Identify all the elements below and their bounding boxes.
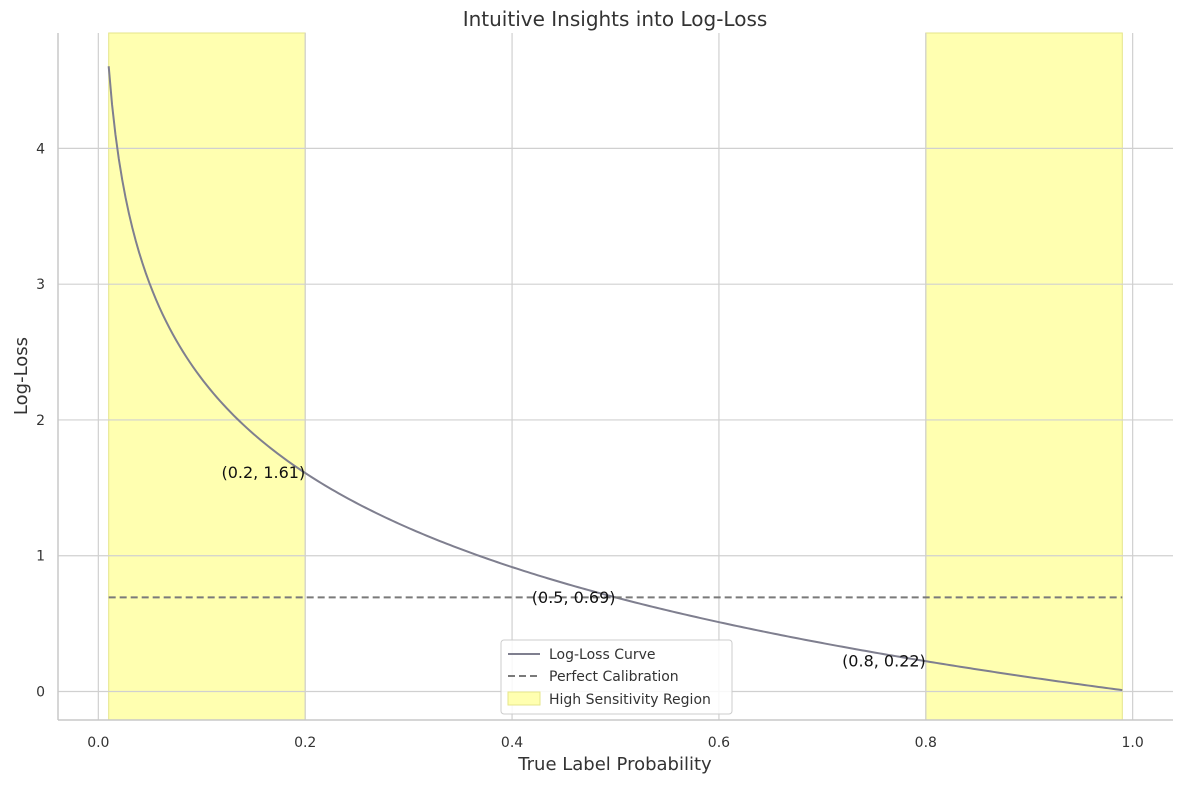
legend-label-region: High Sensitivity Region xyxy=(549,692,711,708)
chart-title: Intuitive Insights into Log-Loss xyxy=(463,7,768,31)
legend-box xyxy=(500,639,733,715)
legend: Log-Loss Curve Perfect Calibration High … xyxy=(500,639,733,715)
x-tick-label-5: 1.0 xyxy=(1122,735,1144,751)
x-tick-label-2: 0.4 xyxy=(501,735,523,751)
legend-item-curve: Log-Loss Curve xyxy=(508,647,656,663)
legend-item-calibration: Perfect Calibration xyxy=(508,669,679,685)
ticks-layer: 0.0 0.2 0.4 0.6 0.8 1.0 0 1 2 3 4 xyxy=(36,141,1144,751)
y-tick-label-2: 2 xyxy=(36,413,45,429)
sensitivity-region-0 xyxy=(108,32,306,721)
y-tick-label-0: 0 xyxy=(36,684,45,700)
x-tick-label-3: 0.6 xyxy=(708,735,730,751)
annotation-label-0: (0.2, 1.61) xyxy=(221,463,305,482)
grid-layer xyxy=(58,33,1173,720)
annotation-label-1: (0.5, 0.69) xyxy=(532,588,616,607)
series-layer xyxy=(107,66,1123,692)
x-tick-label-1: 0.2 xyxy=(294,735,316,751)
axes-layer xyxy=(57,33,1173,721)
y-tick-label-1: 1 xyxy=(36,549,45,565)
annotation-label-2: (0.8, 0.22) xyxy=(842,652,926,671)
y-tick-label-4: 4 xyxy=(36,141,45,157)
x-axis-title: True Label Probability xyxy=(517,754,712,775)
legend-label-curve: Log-Loss Curve xyxy=(549,647,656,663)
legend-item-region: High Sensitivity Region xyxy=(507,691,711,708)
annotations-layer: (0.2, 1.61) (0.5, 0.69) (0.8, 0.22) xyxy=(221,463,925,671)
regions-layer xyxy=(108,32,1123,721)
x-tick-label-4: 0.8 xyxy=(915,735,937,751)
x-tick-label-0: 0.0 xyxy=(87,735,109,751)
legend-patch-swatch xyxy=(507,691,541,706)
legend-label-calibration: Perfect Calibration xyxy=(549,669,679,685)
sensitivity-region-1 xyxy=(925,32,1123,721)
y-tick-label-3: 3 xyxy=(36,277,45,293)
y-axis-title: Log-Loss xyxy=(11,337,32,415)
